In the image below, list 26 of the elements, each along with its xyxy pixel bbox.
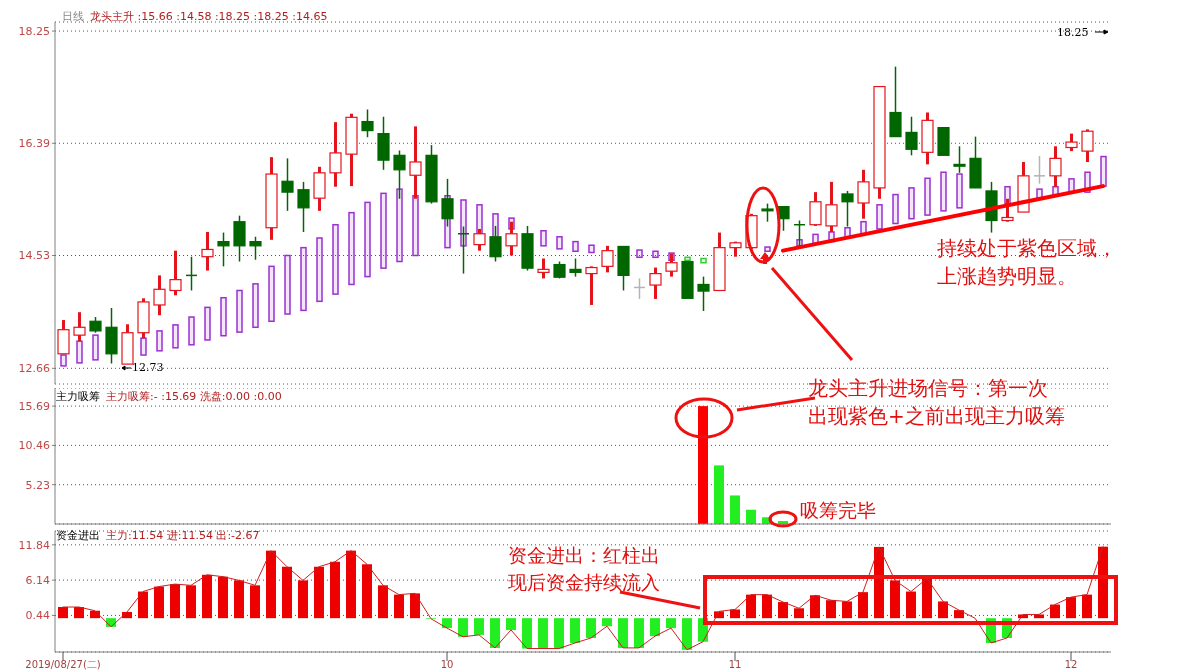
y-tick-label: 18.25 <box>18 24 50 38</box>
annotation: 龙头主升进场信号：第一次出现紫色+之前出现主力吸筹 <box>808 375 1066 430</box>
chart-title: 日线 <box>62 9 84 24</box>
y-tick-label: 15.69 <box>18 400 50 414</box>
y-tick-label: 0.44 <box>25 609 50 623</box>
annotation: 资金进出：红柱出现后资金持续流入 <box>508 543 661 595</box>
x-tick-label: 12 <box>1064 659 1078 671</box>
annotation: 持续处于紫色区域，上涨趋势明显。 <box>937 235 1118 290</box>
y-tick-label: 10.46 <box>18 439 50 453</box>
chart-subtitle: 龙头主升 :15.66 :14.58 :18.25 :18.25 :14.65 <box>90 9 328 24</box>
x-tick-label: 10 <box>440 659 454 671</box>
annotation: 12.73 <box>132 360 165 376</box>
chart-title: 主力吸筹 <box>56 389 100 404</box>
y-tick-label: 12.66 <box>18 362 50 376</box>
y-tick-label: 5.23 <box>25 478 50 492</box>
y-tick-label: 14.53 <box>18 249 50 263</box>
x-tick-label: 2019/08/27(二) <box>25 659 101 671</box>
y-tick-label: 6.14 <box>25 574 50 588</box>
chart-subtitle: 主力:11.54 进:11.54 出:-2.67 <box>106 528 260 543</box>
annotation: 吸筹完毕 <box>800 498 877 523</box>
x-tick-label: 11 <box>728 659 742 671</box>
chart-subtitle: 主力吸筹:- :15.69 洗盘:0.00 :0.00 <box>106 389 282 404</box>
annotation: 18.25 <box>1057 25 1090 41</box>
y-tick-label: 11.84 <box>18 538 50 552</box>
chart-title: 资金进出 <box>56 528 100 543</box>
y-tick-label: 16.39 <box>18 137 50 151</box>
